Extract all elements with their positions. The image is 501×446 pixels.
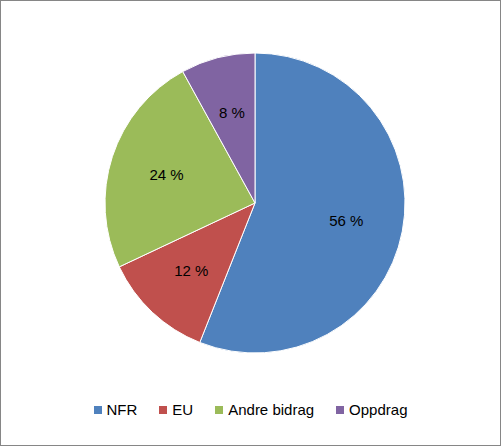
html-text:NFR: NFR bbox=[106, 401, 138, 418]
svg-text:8 %: 8 % bbox=[219, 104, 245, 121]
html-text:Oppdrag: Oppdrag bbox=[349, 401, 408, 418]
svg-text:12 %: 12 % bbox=[174, 262, 208, 279]
svg-text:24 %: 24 % bbox=[149, 166, 183, 183]
svg-text:56 %: 56 % bbox=[329, 212, 363, 229]
html-text:Andre bidrag: Andre bidrag bbox=[228, 401, 315, 418]
html-text:EU: EU bbox=[172, 401, 194, 418]
